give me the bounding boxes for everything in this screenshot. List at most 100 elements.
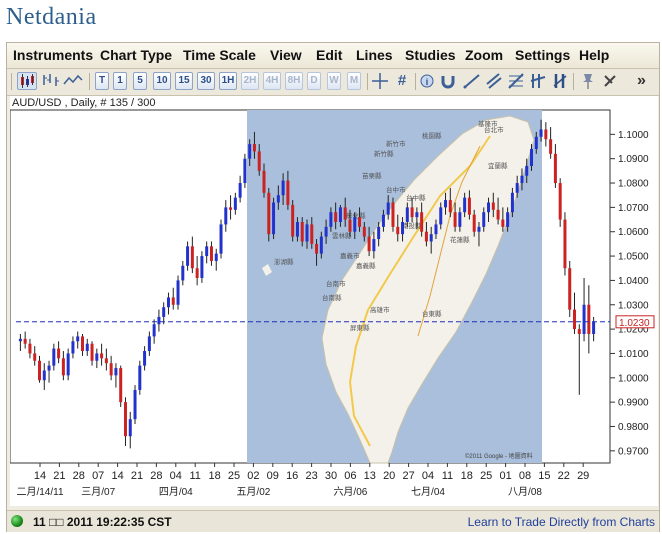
candle-body <box>429 234 433 242</box>
x-day-label: 16 <box>286 470 298 482</box>
y-tick-label: 1.0500 <box>618 252 649 263</box>
candle-body <box>195 268 199 278</box>
timescale-daily-button[interactable]: D <box>307 72 321 90</box>
map-city-label: 雲林縣 <box>332 231 352 240</box>
toolbar-more-button[interactable]: » <box>637 72 646 89</box>
menu-instruments[interactable]: Instruments <box>13 47 94 63</box>
menu-edit[interactable]: Edit <box>316 47 343 63</box>
grid-icon[interactable]: # <box>397 72 407 89</box>
vertical-tools-button[interactable] <box>551 72 569 90</box>
candle-body <box>539 129 543 137</box>
info-icon: i <box>420 74 434 88</box>
timescale-monthly-button[interactable]: M <box>347 72 361 90</box>
menu-view[interactable]: View <box>270 47 302 63</box>
learn-to-trade-link[interactable]: Learn to Trade Directly from Charts <box>467 515 655 529</box>
map-copyright: ©2011 Google - 地圖資料 <box>465 452 533 460</box>
candle-body <box>367 236 371 252</box>
candle-body <box>109 363 113 376</box>
candle-body <box>563 219 567 269</box>
delete-icon <box>604 75 616 87</box>
delete-button[interactable] <box>601 72 619 90</box>
x-day-label: 21 <box>53 470 65 482</box>
x-day-label: 04 <box>170 470 182 482</box>
y-tick-label: 1.0200 <box>618 325 649 336</box>
crosshair-button[interactable] <box>371 72 391 90</box>
menu-settings[interactable]: Settings <box>515 47 571 63</box>
crosshair-icon <box>372 73 388 89</box>
pin-button[interactable] <box>579 72 597 90</box>
y-tick-label: 1.0400 <box>618 276 649 287</box>
toolbar-separator <box>573 73 574 90</box>
candlestick-chart-button[interactable] <box>17 72 37 90</box>
menu-help[interactable]: Help <box>579 47 610 63</box>
info-button[interactable]: i <box>419 72 435 90</box>
candle-body <box>80 336 84 352</box>
magnet-button[interactable] <box>439 72 457 90</box>
candle-body <box>157 316 161 325</box>
timescale-5min-button[interactable]: 5 <box>133 72 147 90</box>
candle-body <box>171 297 175 305</box>
candle-body <box>281 180 285 196</box>
candle-body <box>573 309 577 330</box>
menu-lines[interactable]: Lines <box>356 47 393 63</box>
candle-body <box>582 304 586 334</box>
candle-body <box>267 192 271 235</box>
candle-body <box>515 183 519 193</box>
candle-body <box>386 202 390 215</box>
highway-line <box>348 135 491 447</box>
candle-body <box>71 341 75 354</box>
timescale-15min-button[interactable]: 15 <box>175 72 193 90</box>
menu-chart-type[interactable]: Chart Type <box>100 47 173 63</box>
x-day-label: 14 <box>34 470 46 482</box>
timescale-weekly-button[interactable]: W <box>327 72 341 90</box>
y-tick-label: 1.0300 <box>618 300 649 311</box>
timescale-30min-button[interactable]: 30 <box>197 72 215 90</box>
map-city-label: 桃園縣 <box>422 131 442 140</box>
x-day-label: 01 <box>499 470 511 482</box>
map-city-label: 南投縣 <box>402 221 422 230</box>
trendline-button[interactable] <box>463 72 481 90</box>
parallel-lines-button[interactable] <box>529 72 547 90</box>
menu-time-scale[interactable]: Time Scale <box>183 47 256 63</box>
x-month-label: 八月/08 <box>508 486 542 498</box>
fibonacci-button[interactable] <box>507 72 525 90</box>
toolbar: T 1 5 10 15 30 1H 2H 4H 8H D W M # i » <box>7 69 659 96</box>
y-tick-label: 0.9700 <box>618 446 649 457</box>
candle-body <box>262 170 266 193</box>
timescale-1min-button[interactable]: 1 <box>113 72 127 90</box>
candle-body <box>482 212 486 227</box>
candle-body <box>100 353 104 359</box>
menu-zoom[interactable]: Zoom <box>465 47 504 63</box>
y-tick-label: 1.0800 <box>618 179 649 190</box>
channel-button[interactable] <box>485 72 503 90</box>
x-month-label: 三月/07 <box>81 486 115 498</box>
candle-body <box>291 204 295 237</box>
x-day-label: 25 <box>228 470 240 482</box>
candle-body <box>257 151 261 171</box>
map-city-label: 嘉義縣 <box>356 261 376 270</box>
candle-body <box>209 246 213 261</box>
trendline-icon <box>463 74 480 89</box>
y-tick-label: 1.0000 <box>618 373 649 384</box>
map-city-label: 台南縣 <box>322 293 342 302</box>
x-day-label: 04 <box>422 470 434 482</box>
timescale-1h-button[interactable]: 1H <box>219 72 237 90</box>
timescale-10min-button[interactable]: 10 <box>153 72 171 90</box>
timescale-8h-button[interactable]: 8H <box>285 72 303 90</box>
bar-chart-button[interactable] <box>41 72 61 90</box>
candle-body <box>553 153 557 184</box>
candle-body <box>57 348 61 359</box>
line-chart-button[interactable] <box>63 72 85 90</box>
candle-body <box>315 243 319 254</box>
parallel-lines-icon <box>530 74 546 88</box>
menu-studies[interactable]: Studies <box>405 47 456 63</box>
candle-body <box>544 129 548 140</box>
timescale-4h-button[interactable]: 4H <box>263 72 281 90</box>
timescale-tick-button[interactable]: T <box>95 72 109 90</box>
x-day-label: 08 <box>519 470 531 482</box>
chart-area[interactable]: 基隆市 台北市 桃園縣 新竹市 新竹縣 宜蘭縣 苗栗縣 台中市 台中縣 彰化縣 南投縣 雲林縣 花蓮縣嘉… <box>9 96 658 506</box>
map-city-label: 屏東縣 <box>350 323 370 332</box>
timescale-2h-button[interactable]: 2H <box>241 72 259 90</box>
